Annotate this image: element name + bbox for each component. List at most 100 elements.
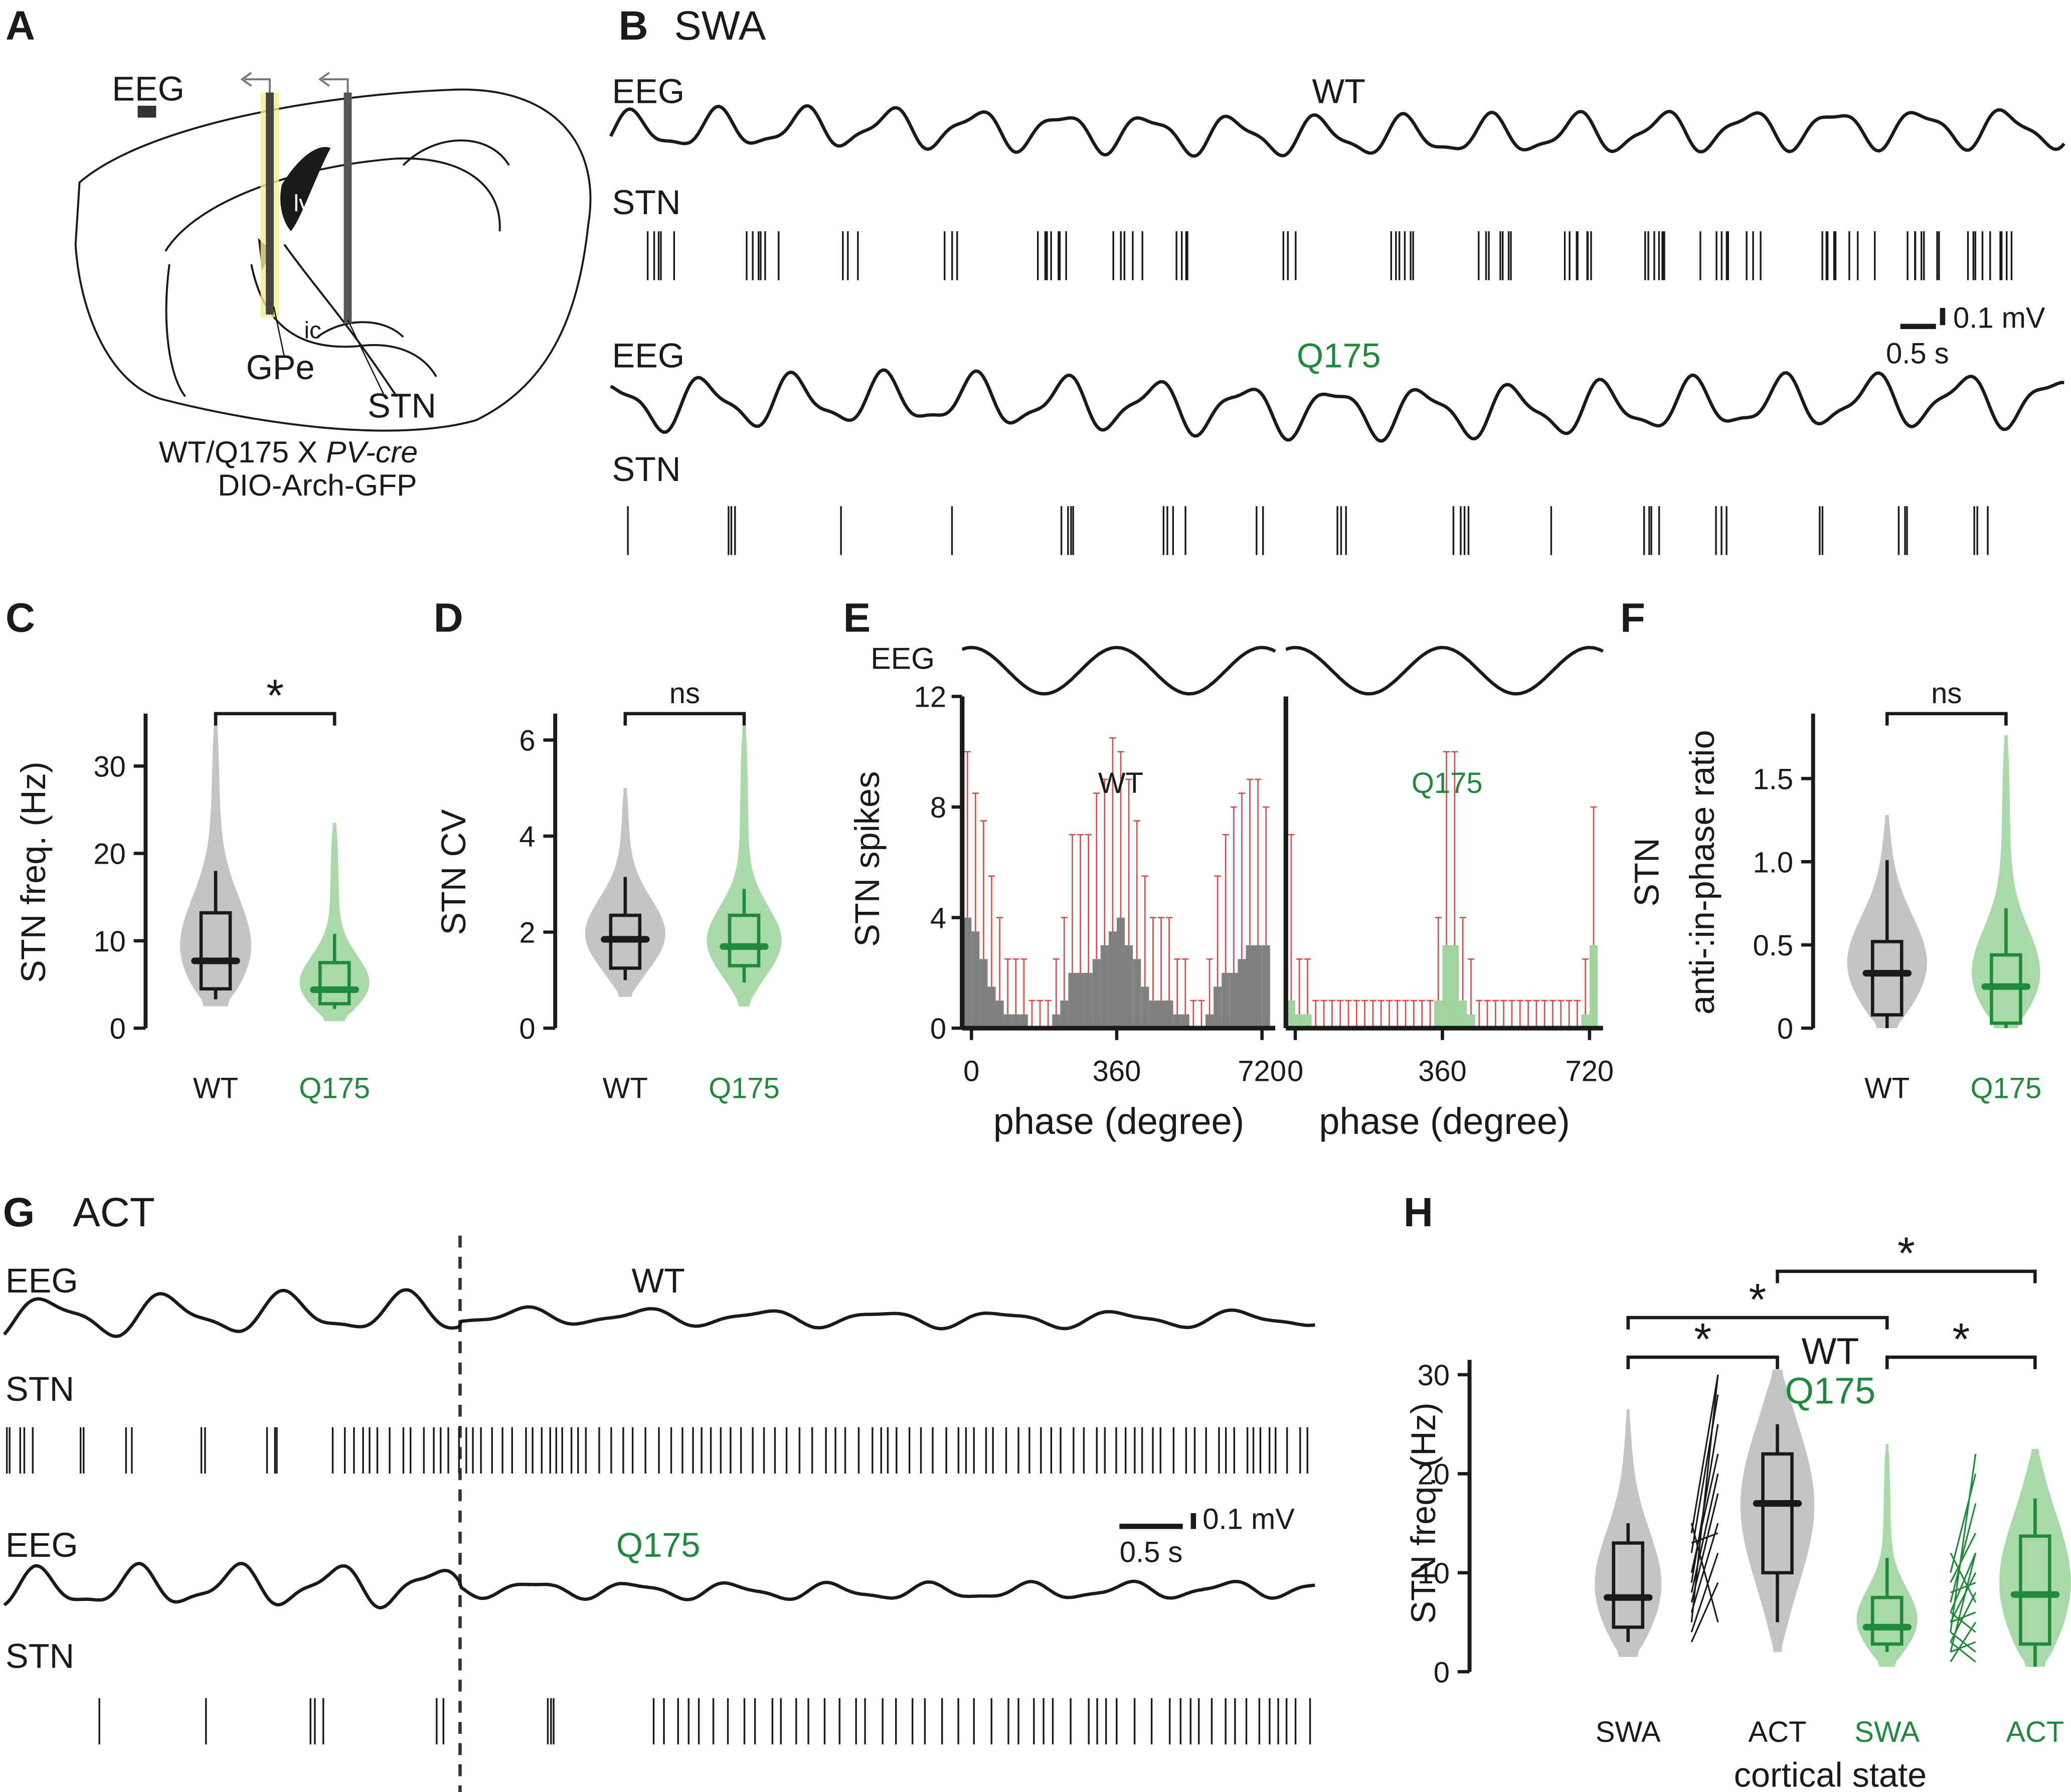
bar xyxy=(1092,959,1101,1028)
units-label: STN xyxy=(6,1637,74,1675)
box xyxy=(1761,1452,1794,1575)
error-bar xyxy=(980,820,987,959)
box xyxy=(1612,1541,1645,1629)
voltage-scale-label: 0.1 mV xyxy=(1953,302,2045,334)
error-bar xyxy=(1410,1000,1417,1028)
genotype-label: WT xyxy=(1312,72,1365,111)
paired-line xyxy=(1690,1493,1719,1603)
significance-label: * xyxy=(1749,1274,1767,1325)
error-bar xyxy=(1508,1000,1515,1028)
paired-line xyxy=(1950,1582,1976,1593)
error-bar xyxy=(1133,820,1140,959)
y-axis-label: STN xyxy=(1627,838,1666,907)
panel-title: ACT xyxy=(73,1190,154,1235)
error-bar xyxy=(1459,917,1466,1001)
y-tick-label: 30 xyxy=(1418,1360,1450,1392)
bar xyxy=(1149,1000,1157,1028)
bar xyxy=(1011,1014,1020,1028)
y-tick-label: 4 xyxy=(519,821,535,853)
bar xyxy=(1434,1000,1443,1028)
bar xyxy=(1100,945,1109,1028)
error-bar xyxy=(1149,917,1156,1001)
paired-line xyxy=(1950,1641,1976,1653)
panel-label: B xyxy=(619,3,648,49)
error-bar xyxy=(972,792,979,932)
x-tick-label: 0 xyxy=(963,1055,979,1087)
y-axis-label: STN freq. (Hz) xyxy=(1404,1402,1443,1623)
error-bar xyxy=(1427,1000,1434,1028)
diagram-label: EEG xyxy=(112,69,185,108)
error-bar xyxy=(1541,1000,1548,1028)
error-bar xyxy=(1558,1000,1565,1028)
x-tick-label: Q175 xyxy=(299,1073,370,1105)
y-tick-label: 1.0 xyxy=(1753,847,1794,879)
error-bar xyxy=(1516,1000,1523,1028)
bar xyxy=(1295,1014,1304,1028)
bar xyxy=(1246,945,1254,1028)
y-tick-label: 10 xyxy=(93,926,125,958)
x-tick-label: WT xyxy=(603,1073,648,1105)
error-bar xyxy=(1312,1000,1319,1028)
genotype-label: Q175 xyxy=(1297,337,1381,375)
error-bar xyxy=(1182,958,1189,1015)
violin xyxy=(707,725,782,1007)
series-label: Q175 xyxy=(1412,767,1483,799)
paired-line xyxy=(1950,1611,1976,1623)
y-tick-label: 0 xyxy=(1777,1013,1793,1045)
paired-line xyxy=(1950,1533,1977,1583)
x-tick-label: Q175 xyxy=(1970,1073,2041,1105)
error-bar xyxy=(1109,737,1116,932)
bar xyxy=(1173,1014,1181,1028)
significance-label: * xyxy=(1897,1228,1915,1278)
y-tick-label: 4 xyxy=(930,903,946,935)
bar xyxy=(1076,972,1085,1028)
error-bar xyxy=(1166,917,1173,1001)
significance-label: * xyxy=(1694,1314,1711,1364)
panel-label: G xyxy=(3,1190,35,1235)
eeg-trace xyxy=(3,1288,1315,1338)
error-bar xyxy=(1500,1000,1507,1028)
error-bar xyxy=(1157,917,1165,1001)
bar xyxy=(1262,945,1270,1028)
significance-label: * xyxy=(266,671,284,721)
panel-label: A xyxy=(6,3,35,49)
bar xyxy=(1157,1000,1165,1028)
error-bar xyxy=(1263,806,1270,945)
panel-label: F xyxy=(1620,595,1645,641)
paired-line xyxy=(1690,1552,1719,1633)
paired-line xyxy=(1690,1374,1719,1534)
genotype-label: WT xyxy=(631,1261,685,1300)
y-tick-label: 6 xyxy=(519,725,535,757)
y-tick-label: 8 xyxy=(930,792,946,824)
panel-label: H xyxy=(1404,1190,1433,1235)
paired-line xyxy=(1690,1394,1719,1553)
genotype-label: Q175 xyxy=(616,1526,701,1564)
error-bar xyxy=(1214,875,1221,987)
significance-bracket xyxy=(623,712,746,726)
error-bar xyxy=(1093,792,1100,959)
eeg-trace xyxy=(609,104,2065,158)
paired-line xyxy=(1690,1523,1719,1622)
recording-electrode xyxy=(343,92,352,324)
error-bar xyxy=(1353,1000,1360,1028)
paired-line xyxy=(1950,1552,1977,1613)
spike-raster xyxy=(6,1427,1308,1474)
y-tick-label: 0 xyxy=(1434,1657,1450,1689)
panel-label: D xyxy=(434,595,463,641)
bar xyxy=(1052,1014,1061,1028)
x-tick-label: WT xyxy=(193,1073,238,1105)
bar xyxy=(1467,1014,1475,1028)
signal-label: EEG xyxy=(612,72,684,111)
bar xyxy=(1459,1000,1467,1028)
paired-line xyxy=(1690,1523,1719,1613)
bar xyxy=(1108,931,1117,1028)
panel-label: E xyxy=(843,595,871,641)
error-bar xyxy=(1222,834,1229,973)
spike-raster xyxy=(646,231,2013,280)
optic-fiber xyxy=(266,92,274,315)
significance-bracket xyxy=(214,712,336,726)
genotype-text: PV-cre xyxy=(326,435,418,469)
bar xyxy=(1141,987,1149,1028)
error-bar xyxy=(1045,1000,1052,1028)
significance-label: * xyxy=(1952,1314,1970,1364)
